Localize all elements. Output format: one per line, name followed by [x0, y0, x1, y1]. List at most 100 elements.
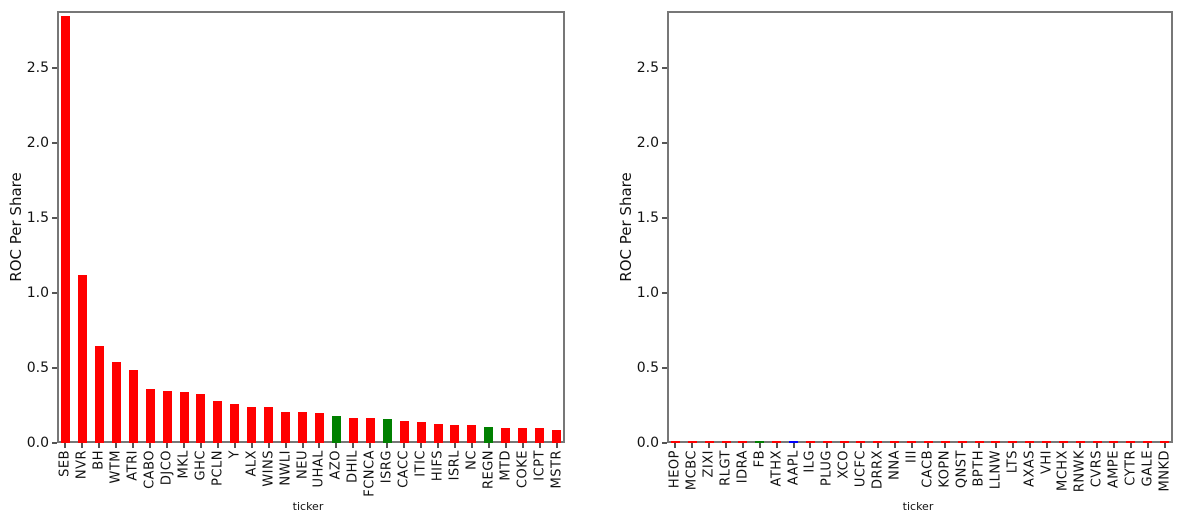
x-tick-label-ILG: ILG	[802, 450, 818, 473]
x-tick-label-COKE: COKE	[515, 450, 531, 489]
x-tick-label-NEU: NEU	[295, 450, 311, 479]
bar-ITIC	[416, 422, 426, 443]
x-tick-mark	[216, 443, 219, 448]
bar-ALX	[247, 407, 257, 443]
bar-NWLI	[281, 411, 291, 443]
x-tick-label-FB: FB	[752, 450, 768, 468]
x-tick-label-ALX: ALX	[244, 450, 260, 477]
bar-ATHX	[772, 441, 782, 443]
x-tick-mark	[335, 443, 338, 448]
bar-ZIXI	[704, 441, 714, 443]
x-tick-label-GHC: GHC	[193, 450, 209, 481]
x-tick-mark	[1112, 443, 1115, 448]
y-tick-mark	[662, 142, 667, 144]
x-tick-label-NWLI: NWLI	[278, 450, 294, 486]
x-tick-label-PLUG: PLUG	[819, 450, 835, 487]
x-tick-label-CYTR: CYTR	[1123, 450, 1139, 486]
x-tick-label-MNKD: MNKD	[1157, 450, 1173, 492]
bar-BPTH	[974, 441, 984, 443]
x-axis-label-right: ticker	[902, 500, 934, 513]
x-tick-mark	[183, 443, 185, 448]
x-tick-mark	[1096, 443, 1099, 448]
x-tick-mark	[775, 443, 778, 448]
x-tick-label-LTS: LTS	[1005, 450, 1021, 474]
x-tick-mark	[420, 443, 423, 448]
y-tick-label: 0.0	[636, 435, 659, 451]
x-tick-label-FCNCA: FCNCA	[362, 450, 378, 497]
y-tick-label: 0.5	[636, 360, 659, 376]
bar-KOPN	[940, 441, 950, 443]
x-tick-label-VHI: VHI	[1039, 450, 1054, 475]
x-tick-mark	[691, 443, 694, 448]
y-tick-label: 2.0	[26, 135, 49, 151]
x-tick-mark	[250, 443, 253, 448]
plot-area-right	[667, 11, 1173, 443]
x-tick-label-RNWK: RNWK	[1072, 450, 1088, 493]
x-tick-mark	[826, 443, 829, 448]
y-tick-label: 1.0	[26, 285, 49, 301]
x-tick-label-IDRA: IDRA	[735, 450, 751, 484]
x-tick-mark	[1079, 443, 1082, 448]
bar-CACB	[923, 441, 933, 443]
x-tick-mark	[994, 443, 997, 448]
plot-area-left	[57, 11, 565, 443]
x-tick-label-AMPE: AMPE	[1106, 450, 1122, 489]
x-tick-label-AAPL: AAPL	[786, 450, 801, 486]
y-tick-mark	[662, 217, 667, 219]
x-tick-label-ATHX: ATHX	[769, 450, 785, 487]
bar-CVRS	[1092, 441, 1102, 443]
y-tick-label: 2.5	[636, 60, 659, 76]
x-tick-label-CACB: CACB	[920, 450, 936, 488]
x-tick-mark	[859, 443, 862, 448]
bar-FB	[755, 441, 765, 443]
x-tick-label-SEB: SEB	[57, 450, 73, 477]
x-tick-label-DRRX: DRRX	[870, 450, 886, 489]
bar-DJCO	[162, 390, 172, 443]
bar-AAPL	[789, 441, 798, 443]
x-tick-mark	[149, 443, 152, 448]
x-tick-label-ZIXI: ZIXI	[701, 450, 717, 478]
y-tick-mark	[52, 217, 57, 219]
y-tick-label: 2.5	[26, 60, 49, 76]
x-tick-mark	[910, 443, 913, 448]
x-tick-label-CACC: CACC	[396, 450, 412, 488]
x-tick-mark	[1011, 443, 1014, 448]
bar-RNWK	[1075, 441, 1085, 443]
x-tick-label-DJCO: DJCO	[159, 450, 175, 486]
bar-HEOP	[670, 441, 680, 443]
x-tick-label-DHIL: DHIL	[345, 450, 361, 483]
bar-NVR	[77, 275, 87, 443]
bar-NEU	[298, 411, 308, 443]
bar-III	[907, 441, 917, 443]
x-tick-mark	[809, 443, 812, 448]
bar-GHC	[196, 393, 206, 443]
y-tick-mark	[52, 367, 57, 369]
x-tick-mark	[267, 443, 270, 448]
x-tick-label-BH: BH	[91, 450, 107, 470]
y-tick-label: 1.0	[636, 285, 659, 301]
y-tick-mark	[662, 367, 667, 369]
x-tick-label-MTD: MTD	[498, 450, 514, 481]
y-tick-label: 1.5	[636, 210, 659, 226]
x-tick-label-AZO: AZO	[328, 450, 344, 480]
x-tick-label-KOPN: KOPN	[937, 450, 953, 488]
bar-ICPT	[535, 428, 545, 443]
x-tick-mark	[741, 443, 744, 448]
y-axis-label-right: ROC Per Share	[617, 172, 635, 282]
x-tick-mark	[674, 443, 677, 448]
bar-LTS	[1008, 441, 1018, 443]
x-tick-label-ATRI: ATRI	[125, 450, 141, 481]
x-tick-mark	[199, 443, 202, 448]
y-tick-mark	[52, 292, 57, 294]
x-tick-mark	[725, 443, 728, 448]
bar-MSTR	[552, 429, 562, 443]
x-tick-mark	[115, 443, 118, 448]
bar-IDRA	[738, 441, 748, 443]
x-tick-label-ITIC: ITIC	[413, 450, 429, 477]
x-tick-mark	[978, 443, 981, 448]
x-tick-mark	[1028, 443, 1031, 448]
x-tick-label-CVRS: CVRS	[1089, 450, 1105, 488]
x-tick-mark	[893, 443, 896, 448]
x-tick-mark	[758, 443, 761, 448]
bar-REGN	[484, 426, 494, 443]
